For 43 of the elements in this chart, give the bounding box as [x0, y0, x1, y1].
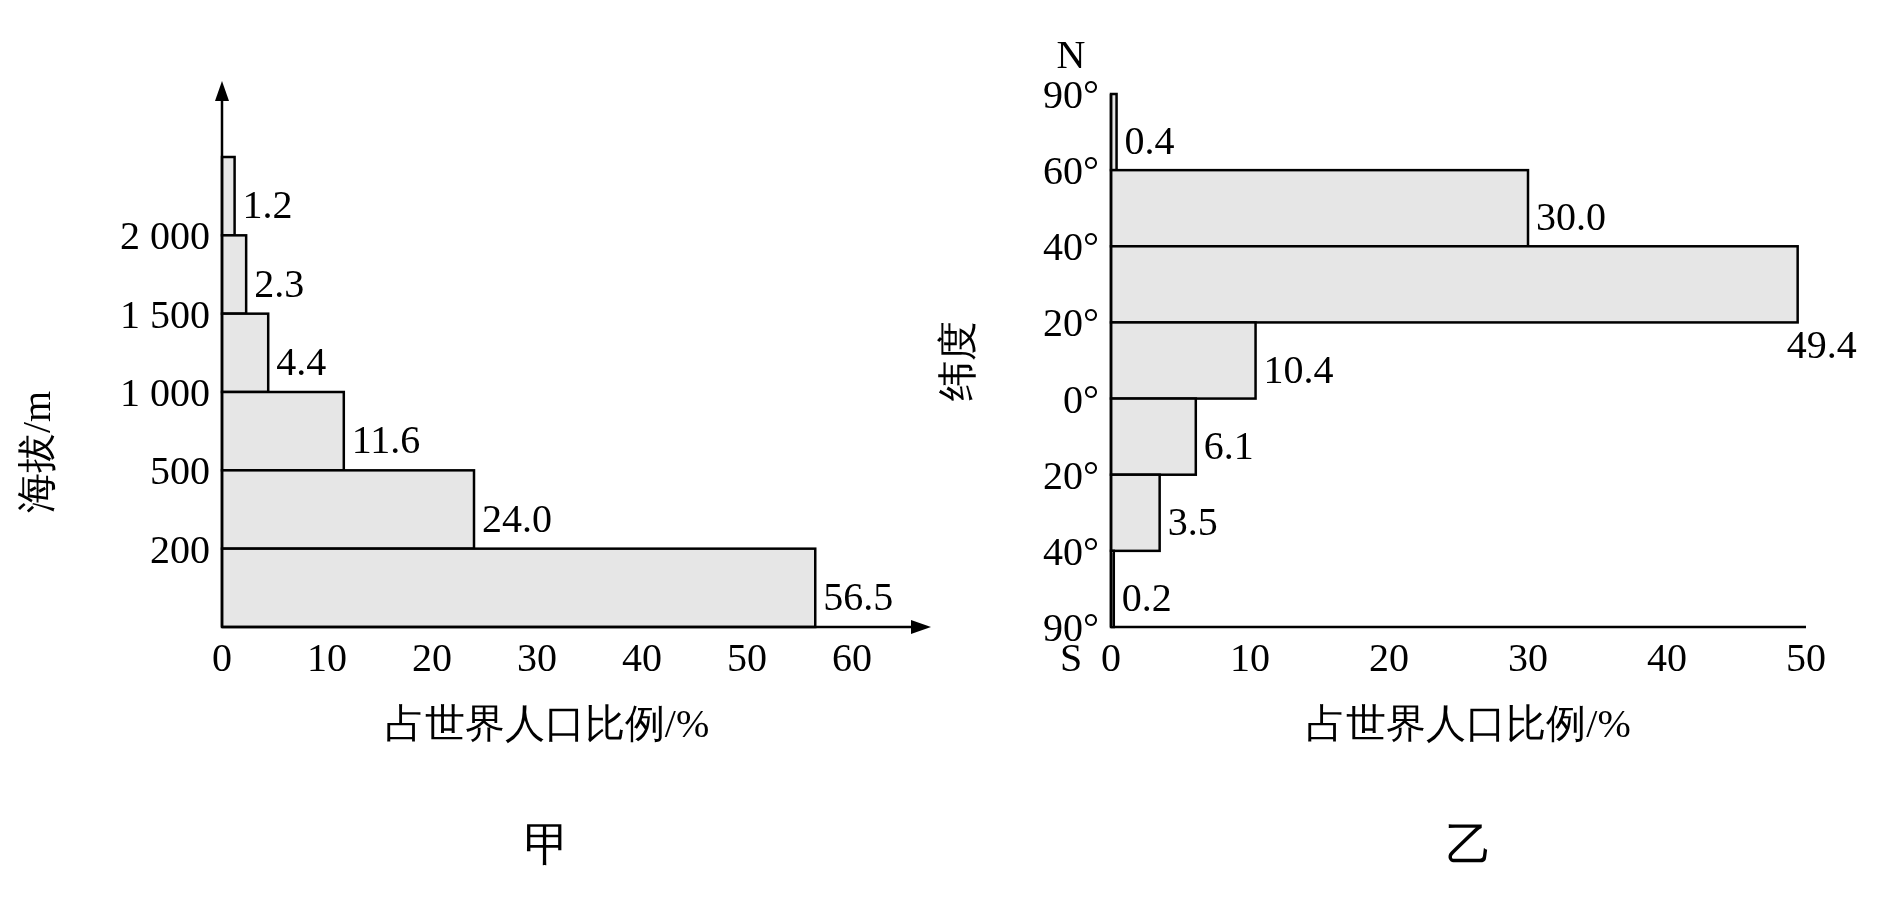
x-tick-label: 20 [1369, 635, 1409, 680]
x-tick-label: 40 [1647, 635, 1687, 680]
x-tick-label: 60 [832, 635, 872, 680]
x-tick-label: 0 [212, 635, 232, 680]
text: 1 500 [120, 291, 210, 337]
data-label: 0.4 [1124, 118, 1175, 164]
data-label: 56.5 [823, 573, 894, 619]
data-label: 10.4 [1263, 346, 1334, 392]
x-tick-label: 0 [1101, 635, 1121, 680]
x-tick-label: 30 [1508, 635, 1548, 680]
data-label: 30.0 [1536, 194, 1606, 240]
text: 40° [1043, 224, 1099, 270]
text: 20° [1043, 452, 1099, 498]
x-tick-label: 10 [307, 635, 347, 680]
text: 甲 [524, 819, 570, 870]
x-tick-label: 10 [1230, 635, 1270, 680]
text: 40° [1043, 528, 1099, 574]
data-label: 2.3 [254, 260, 305, 306]
y-axis-title: 海拔/m [14, 390, 59, 514]
x-tick-label: 20 [412, 635, 452, 680]
data-label: 4.4 [276, 338, 327, 384]
text: 乙 [1445, 819, 1492, 870]
text: 20° [1043, 300, 1099, 346]
data-label: 3.5 [1167, 498, 1218, 544]
data-label: 1.2 [242, 182, 293, 228]
data-label: 11.6 [351, 417, 421, 463]
text: 0° [1063, 376, 1099, 422]
text: 60° [1043, 148, 1099, 194]
text: 2 000 [120, 213, 210, 259]
x-tick-label: 50 [727, 635, 767, 680]
data-label: 0.2 [1121, 574, 1172, 620]
data-label: 49.4 [1786, 322, 1857, 368]
text: 500 [150, 448, 210, 494]
text: 1 000 [120, 370, 210, 415]
data-label: 24.0 [482, 495, 552, 541]
x-tick-label: 50 [1786, 635, 1826, 680]
x-tick-label: 40 [622, 635, 662, 680]
y-axis-title: 纬度 [935, 320, 980, 401]
text: 200 [150, 526, 210, 572]
x-axis-title: 占世界人口比例/% [1306, 701, 1631, 746]
data-label: 6.1 [1203, 422, 1254, 468]
x-tick-label: 30 [517, 635, 557, 680]
x-axis-title: 占世界人口比例/% [384, 701, 710, 746]
